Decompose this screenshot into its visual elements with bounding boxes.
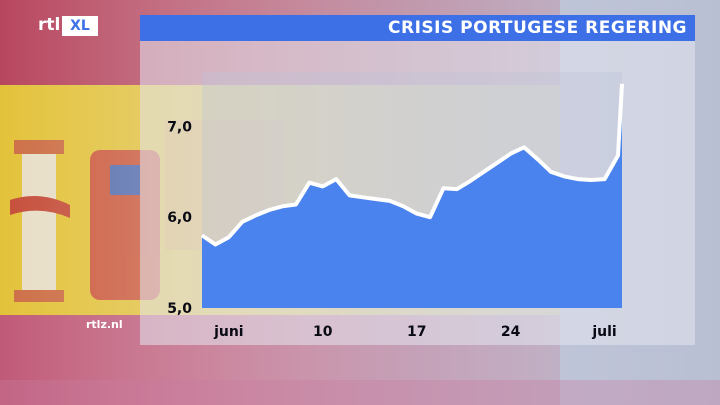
logo-prefix: rtl — [38, 15, 61, 35]
x-tick-label: juli — [591, 324, 616, 340]
x-tick-label: juni — [213, 324, 244, 340]
title-bar: CRISIS PORTUGESE REGERING — [140, 15, 695, 41]
x-tick-label: 17 — [407, 324, 426, 340]
series-line — [200, 83, 624, 247]
website-label: rtlz.nl — [86, 318, 123, 331]
rtl-logo: rtl XL — [38, 15, 100, 37]
y-tick-label: 5,0 — [167, 301, 192, 317]
chart-title: CRISIS PORTUGESE REGERING — [388, 18, 687, 38]
logo-box: XL — [62, 16, 98, 36]
x-tick-label: 24 — [501, 324, 521, 340]
y-tick-label: 6,0 — [167, 210, 192, 226]
y-tick-label: 7,0 — [167, 119, 192, 135]
x-tick-label: 10 — [313, 324, 333, 340]
area-fill — [202, 83, 622, 308]
